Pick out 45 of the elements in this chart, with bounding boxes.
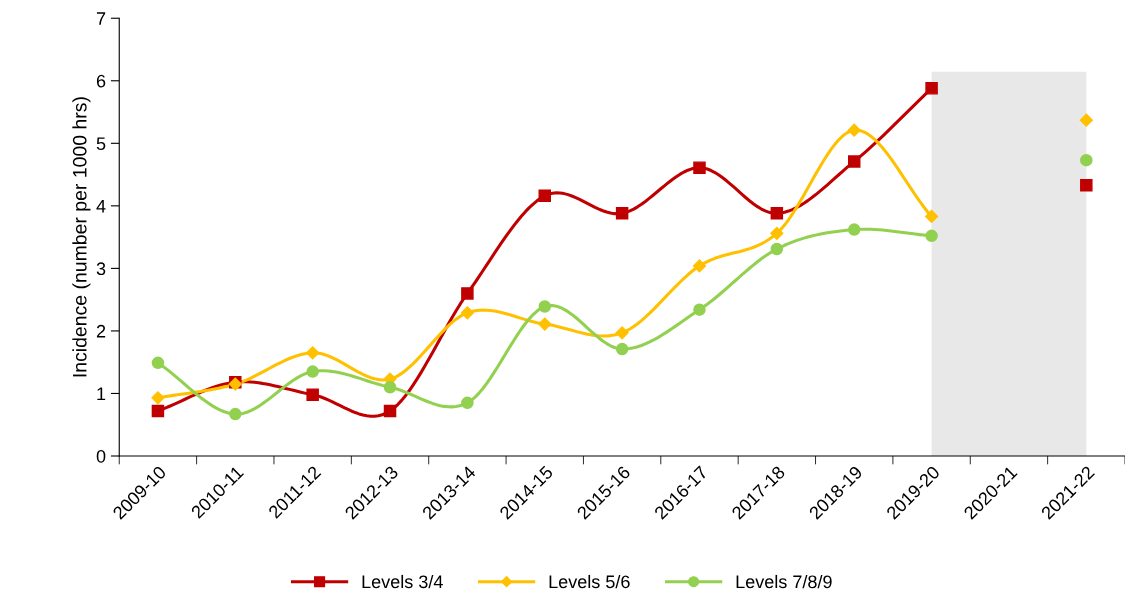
point — [383, 380, 397, 394]
point — [770, 207, 784, 220]
point — [151, 404, 165, 418]
point — [615, 342, 629, 356]
point — [847, 123, 861, 137]
point — [615, 326, 629, 340]
y-tick-label: 4 — [96, 199, 106, 213]
point — [847, 155, 861, 168]
y-axis-title: Incidence (number per 1000 hrs) — [72, 97, 91, 377]
y-tick-label: 5 — [96, 137, 106, 151]
point — [151, 356, 165, 370]
y-tick-label: 0 — [96, 449, 106, 463]
point — [383, 404, 397, 418]
point — [693, 303, 706, 316]
y-tick-label: 2 — [96, 324, 106, 338]
y-tick-label: 1 — [97, 387, 106, 401]
point — [770, 242, 784, 256]
point — [924, 209, 939, 224]
point — [615, 207, 629, 220]
point — [538, 189, 552, 203]
y-tick-label: 6 — [96, 74, 106, 88]
point — [1079, 113, 1093, 127]
point — [925, 229, 938, 243]
point — [460, 306, 474, 320]
point — [692, 259, 707, 273]
point — [538, 300, 552, 313]
point — [461, 396, 474, 410]
y-tick-label: 3 — [96, 262, 106, 276]
point — [306, 365, 319, 378]
point — [229, 407, 242, 421]
y-tick-label: 7 — [96, 12, 106, 25]
point — [1080, 178, 1093, 192]
point — [925, 82, 938, 95]
point — [1080, 153, 1093, 167]
point — [770, 226, 784, 240]
point — [538, 317, 552, 331]
point — [693, 161, 706, 174]
point — [306, 346, 320, 360]
point — [461, 287, 474, 300]
point — [151, 391, 165, 405]
legend-label: Levels 5/6 — [549, 574, 630, 589]
point — [847, 223, 861, 236]
point — [306, 388, 319, 401]
legend-label: Levels 3/4 — [362, 574, 443, 589]
legend-label: Levels 7/8/9 — [736, 574, 832, 589]
